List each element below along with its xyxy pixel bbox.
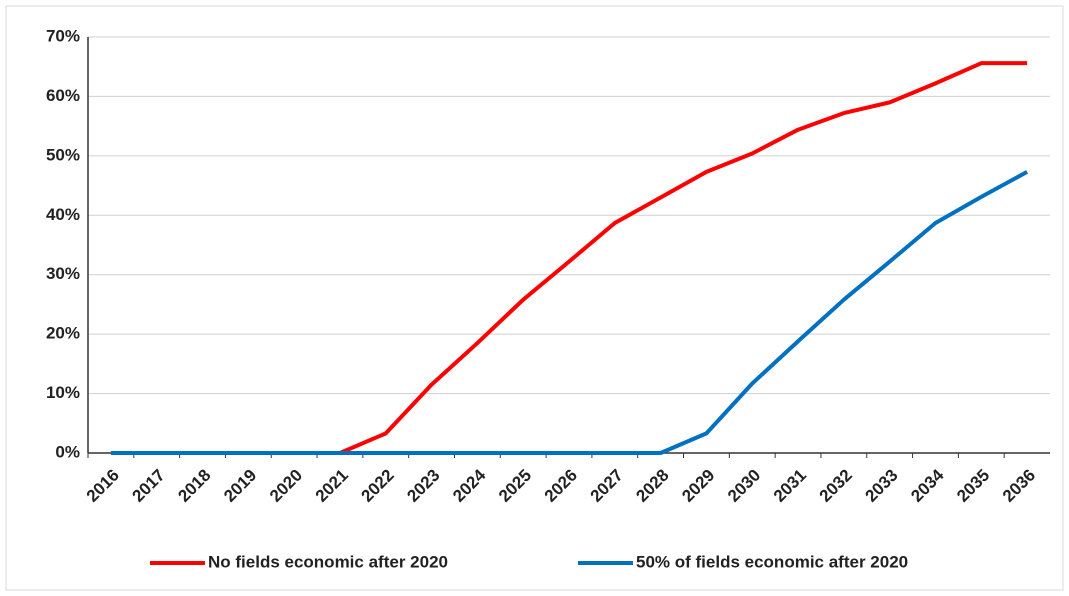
chart-frame	[5, 5, 1064, 591]
y-tick-label: 20%	[46, 324, 80, 343]
y-tick-label: 30%	[46, 264, 80, 283]
legend-label: 50% of fields economic after 2020	[636, 552, 908, 571]
y-tick-label: 70%	[46, 26, 80, 45]
series-line	[110, 170, 1029, 455]
legend-label: No fields economic after 2020	[208, 552, 448, 571]
y-tick-label: 60%	[46, 86, 80, 105]
y-tick-label: 40%	[46, 205, 80, 224]
y-tick-label: 50%	[46, 145, 80, 164]
y-tick-label: 0%	[55, 442, 80, 461]
y-tick-label: 10%	[46, 383, 80, 402]
